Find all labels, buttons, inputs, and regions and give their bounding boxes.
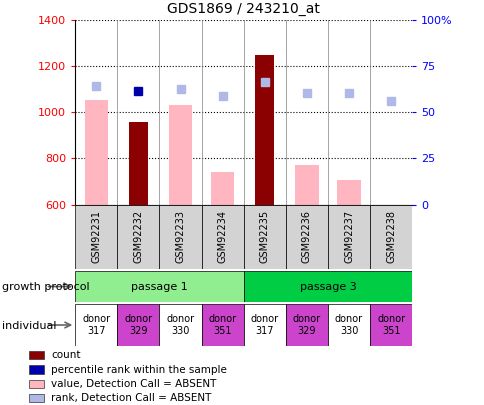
Text: passage 3: passage 3 — [299, 281, 356, 292]
Bar — [75, 271, 243, 302]
Bar — [117, 304, 159, 346]
Text: individual: individual — [2, 321, 57, 331]
Bar — [159, 205, 201, 269]
Bar — [129, 122, 148, 205]
Text: donor
329: donor 329 — [124, 314, 152, 336]
Bar — [369, 304, 411, 346]
Text: growth protocol: growth protocol — [2, 282, 90, 292]
Bar — [159, 304, 201, 346]
Text: percentile rank within the sample: percentile rank within the sample — [51, 364, 227, 375]
Bar — [211, 172, 234, 205]
Bar — [29, 365, 44, 374]
Text: value, Detection Call = ABSENT: value, Detection Call = ABSENT — [51, 379, 216, 389]
Bar — [29, 394, 44, 402]
Bar — [75, 304, 117, 346]
Text: donor
317: donor 317 — [250, 314, 278, 336]
Text: donor
330: donor 330 — [166, 314, 194, 336]
Text: GSM92233: GSM92233 — [175, 211, 185, 263]
Text: donor
351: donor 351 — [208, 314, 236, 336]
Bar — [285, 205, 327, 269]
Text: donor
317: donor 317 — [82, 314, 110, 336]
Bar — [85, 100, 107, 205]
Text: donor
329: donor 329 — [292, 314, 320, 336]
Text: rank, Detection Call = ABSENT: rank, Detection Call = ABSENT — [51, 393, 211, 403]
Bar — [29, 351, 44, 360]
Bar — [243, 271, 411, 302]
Bar — [168, 105, 192, 205]
Text: GSM92237: GSM92237 — [343, 210, 353, 264]
Text: GSM92234: GSM92234 — [217, 211, 227, 263]
Bar — [29, 379, 44, 388]
Text: GSM92231: GSM92231 — [91, 211, 101, 263]
Text: passage 1: passage 1 — [131, 281, 187, 292]
Bar — [201, 205, 243, 269]
Bar — [243, 304, 285, 346]
Bar — [243, 205, 285, 269]
Text: GSM92235: GSM92235 — [259, 210, 269, 264]
Bar — [255, 55, 273, 205]
Bar — [327, 304, 369, 346]
Text: GSM92232: GSM92232 — [133, 210, 143, 264]
Text: donor
351: donor 351 — [377, 314, 405, 336]
Title: GDS1869 / 243210_at: GDS1869 / 243210_at — [167, 2, 319, 17]
Bar — [327, 205, 369, 269]
Bar — [201, 304, 243, 346]
Bar — [369, 205, 411, 269]
Text: count: count — [51, 350, 80, 360]
Text: GSM92236: GSM92236 — [302, 211, 311, 263]
Text: donor
330: donor 330 — [334, 314, 363, 336]
Bar — [337, 180, 360, 205]
Bar — [285, 304, 327, 346]
Text: GSM92238: GSM92238 — [385, 211, 395, 263]
Bar — [75, 205, 117, 269]
Bar — [295, 165, 318, 205]
Bar — [117, 205, 159, 269]
